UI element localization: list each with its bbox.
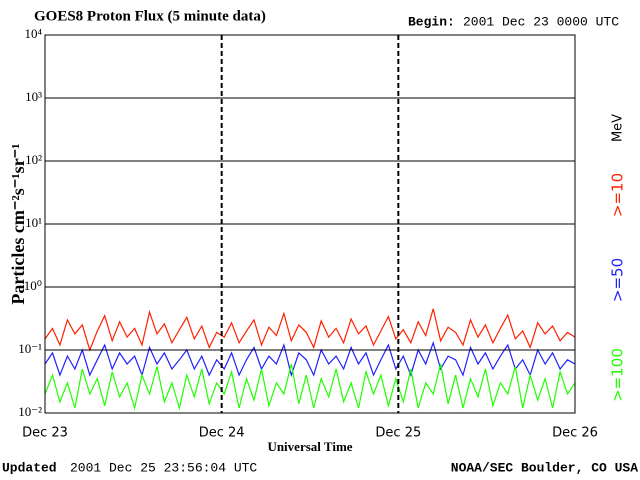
- series-line: [44, 308, 576, 352]
- y-tick-label: 10³: [25, 89, 42, 104]
- legend-unit: MeV: [611, 114, 626, 142]
- y-tick-label: 10¹: [25, 215, 42, 230]
- y-tick-label: 10⁻¹: [18, 341, 42, 356]
- begin-label: Begin:: [408, 14, 455, 29]
- x-tick-label: Dec 26: [552, 426, 598, 441]
- credit: NOAA/SEC Boulder, CO USA: [451, 460, 638, 475]
- begin-value: 2001 Dec 23 0000 UTC: [463, 14, 619, 29]
- legend-label: >=100: [609, 348, 627, 402]
- y-tick-label: 10²: [25, 152, 42, 167]
- x-tick-label: Dec 24: [199, 426, 245, 441]
- legend-label: >=10: [609, 173, 627, 217]
- series-line: [44, 340, 576, 378]
- x-axis-label: Universal Time: [267, 439, 352, 454]
- y-axis-label: Particles cm⁻²s⁻¹sr⁻¹: [8, 143, 28, 304]
- x-tick-label: Dec 25: [375, 426, 421, 441]
- updated-label: Updated: [2, 460, 57, 475]
- legend-label: >=50: [609, 258, 627, 302]
- y-tick-label: 10⁴: [24, 26, 42, 41]
- y-tick-label: 10⁻²: [18, 404, 42, 419]
- series-line: [44, 363, 576, 411]
- chart-title: GOES8 Proton Flux (5 minute data): [34, 8, 266, 24]
- plot-frame: [44, 34, 576, 414]
- updated-value: 2001 Dec 25 23:56:04 UTC: [70, 460, 257, 475]
- y-tick-label: 10⁰: [24, 278, 42, 293]
- x-tick-label: Dec 23: [22, 426, 68, 441]
